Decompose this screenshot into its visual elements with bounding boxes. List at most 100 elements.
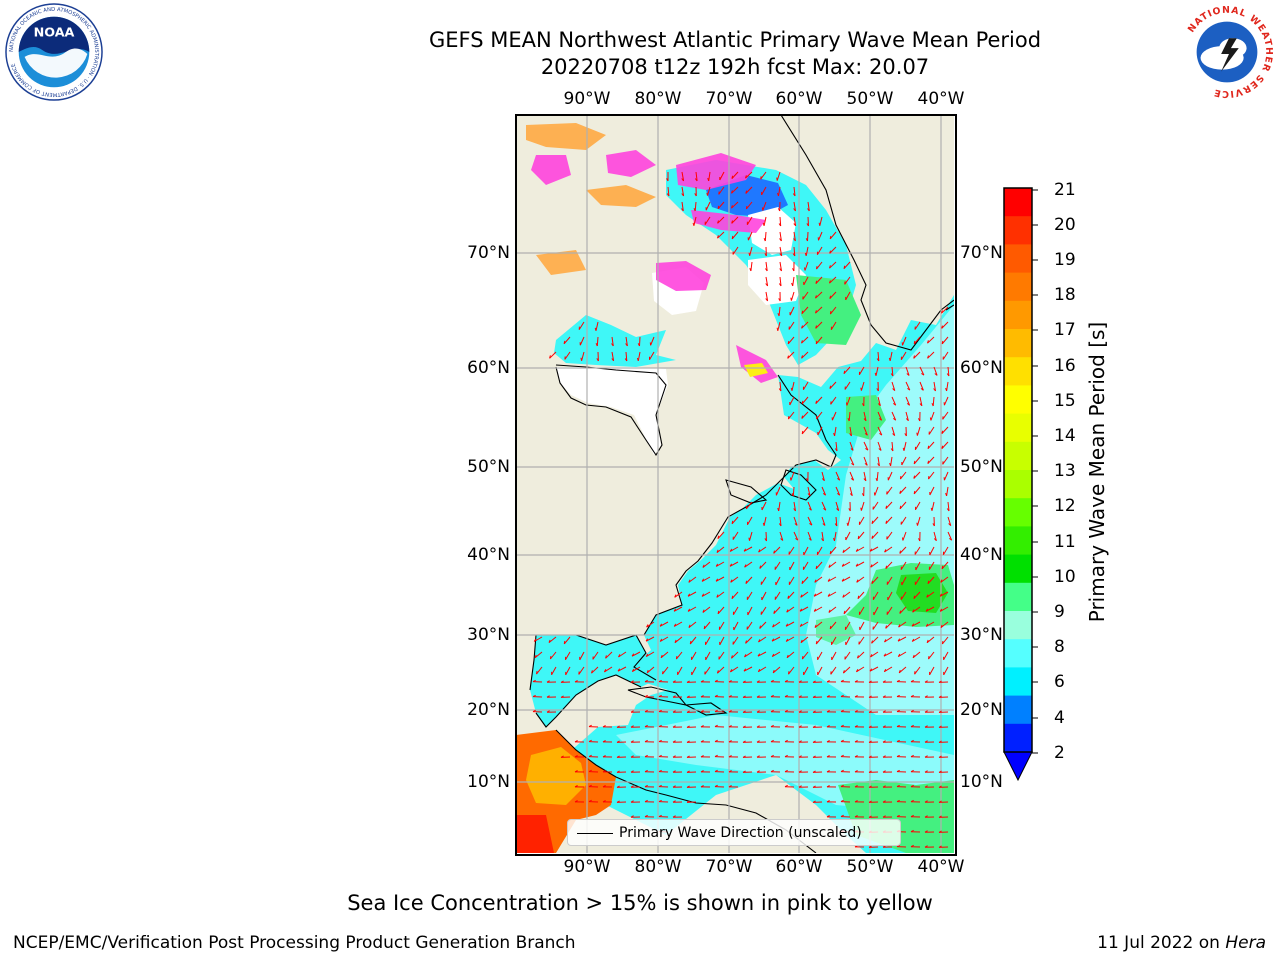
wave-direction-arrow [674,591,683,598]
wave-direction-arrowhead [658,694,662,698]
wave-direction-arrow [631,651,641,657]
wave-direction-arrowhead [812,725,816,728]
wave-direction-arrowhead [882,740,886,743]
wave-direction-arrowhead [742,725,746,728]
wave-direction-arrowhead [672,785,676,788]
wave-direction-arrowhead [666,178,669,182]
wave-direction-arrowhead [924,770,928,773]
wave-direction-arrowhead [616,725,620,728]
wave-direction-arrowhead [686,740,690,743]
wave-direction-arrow [871,516,879,525]
wave-direction-arrowhead [876,358,880,362]
wave-direction-arrow [705,636,711,646]
wave-direction-arrow [731,231,739,240]
footer-credit: NCEP/EMC/Verification Post Processing Pr… [13,933,576,953]
wave-direction-arrow [905,411,909,421]
wave-direction-arrowhead [602,755,606,758]
wave-direction-arrowhead [896,844,900,848]
wave-direction-arrowhead [630,755,634,758]
wave-direction-arrowhead [840,754,844,758]
wave-direction-arrowhead [946,508,950,512]
wave-direction-arrowhead [595,343,598,347]
wave-direction-arrow [765,531,767,542]
wave-direction-arrowhead [588,784,592,788]
wave-direction-arrow [834,426,837,436]
wave-direction-arrowhead [899,490,902,494]
wave-direction-arrow [681,171,685,181]
wave-direction-arrow [771,636,781,642]
wave-direction-arrowhead [829,250,831,254]
lat-tick-left-10n: 10°N [467,772,510,792]
wave-direction-arrowhead [800,594,803,598]
wave-direction-arrow [900,516,907,525]
wave-direction-arrowhead [849,493,853,497]
wave-direction-arrow [829,291,837,299]
wave-direction-arrow [778,501,781,511]
wave-direction-arrow [817,426,823,436]
colorbar-tick-label: 14 [1054,426,1076,446]
wave-direction-arrow [802,651,809,660]
wave-direction-arrow [869,666,879,672]
wave-direction-arrowhead [777,208,781,212]
wave-direction-arrow [745,186,753,194]
wave-direction-arrow [815,336,823,345]
wave-direction-arrowhead [856,579,859,583]
wave-direction-arrow [928,426,935,435]
wave-direction-arrowhead [666,193,670,197]
wave-direction-arrowhead [927,355,929,359]
wave-direction-arrow [536,666,543,675]
wave-direction-arrow [807,516,813,526]
wave-direction-arrowhead [784,739,788,743]
wave-direction-arrowhead [681,208,684,212]
wave-direction-arrow [801,306,809,315]
wave-direction-arrowhead [938,740,942,743]
wave-direction-arrow [863,441,869,451]
wave-direction-arrowhead [790,297,792,301]
wave-direction-arrow [625,351,628,362]
wave-direction-arrowhead [938,710,942,713]
wave-direction-arrowhead [938,755,942,758]
wave-direction-arrow [871,576,879,585]
wave-direction-arrowhead [822,523,826,526]
wave-direction-arrowhead [826,710,830,713]
wave-direction-arrow [877,441,882,451]
wave-direction-arrowhead [933,538,937,542]
wave-direction-arrow [947,501,950,511]
wave-direction-arrow [845,531,851,541]
wave-direction-arrow [899,486,907,494]
wave-direction-arrow [900,351,907,360]
wave-direction-arrowhead [770,739,774,743]
wave-direction-arrow [903,441,907,451]
wave-direction-arrowhead [807,493,811,497]
wave-direction-arrow [925,621,935,627]
lon-tick-top-50w: 50°W [846,89,894,109]
wave-direction-arrowhead [818,222,821,226]
wave-direction-arrowhead [929,417,932,421]
wave-direction-arrowhead [822,492,826,496]
wave-direction-arrowhead [896,799,900,803]
colorbar-segment [1004,329,1032,358]
wave-direction-arrowhead [742,695,746,698]
wave-direction-arrow [731,591,739,600]
wave-direction-arrow [645,651,655,658]
wave-direction-arrow [702,561,711,568]
wave-direction-arrow [745,576,753,584]
swell-west-atlantic [816,615,856,645]
wave-direction-arrows [532,171,953,848]
wave-direction-arrowhead [812,755,816,758]
wave-direction-arrowhead [788,671,790,675]
wave-direction-arrow [747,516,753,526]
wave-direction-arrow [718,651,725,660]
wave-direction-arrow [942,351,949,360]
wave-direction-arrowhead [841,563,845,567]
wave-direction-arrowhead [798,710,802,713]
wave-direction-arrow [772,666,781,674]
wave-direction-arrow [891,381,896,391]
wave-direction-arrowhead [748,537,750,541]
wave-direction-arrowhead [821,538,824,542]
wave-direction-arrowhead [919,403,923,407]
wave-direction-arrowhead [706,192,708,196]
wave-direction-arrowhead [784,679,788,683]
lat-tick-right-10n: 10°N [960,772,1003,792]
wave-direction-arrowhead [588,739,592,743]
